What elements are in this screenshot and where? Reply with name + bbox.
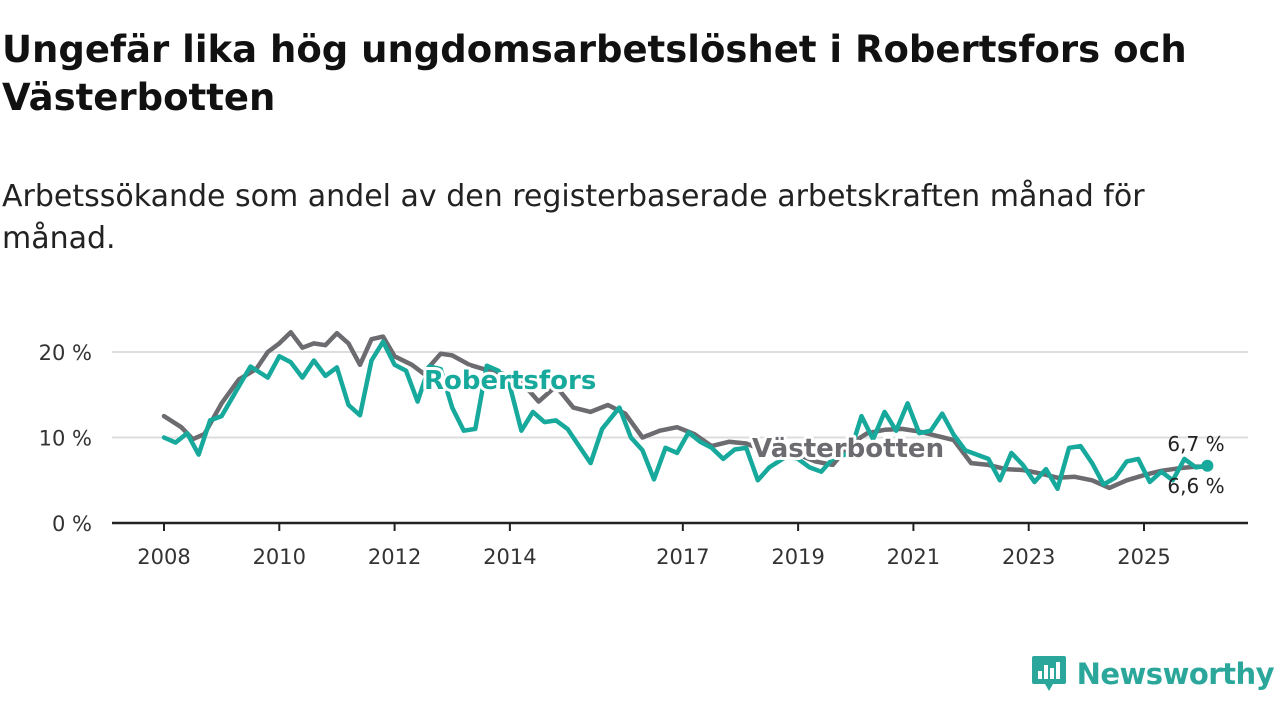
brand-logo: Newsworthy <box>1031 654 1275 694</box>
brand-name: Newsworthy <box>1076 657 1275 691</box>
end-value-label-vasterbotten: 6,6 % <box>1167 474 1224 498</box>
x-tick-label: 2021 <box>887 545 940 569</box>
y-tick-label: 0 % <box>52 512 92 536</box>
chart-title: Ungefär lika hög ungdomsarbetslöshet i R… <box>2 28 1187 119</box>
y-tick-label: 20 % <box>39 341 92 365</box>
x-tick-label: 2008 <box>137 545 190 569</box>
series-line-robertsfors <box>161 339 1210 492</box>
x-tick-label: 2019 <box>771 545 824 569</box>
series-line-vasterbotten <box>161 330 1210 491</box>
end-value-label-robertsfors: 6,7 % <box>1167 432 1224 456</box>
chart-subtitle: Arbetssökande som andel av den registerb… <box>2 179 1145 256</box>
x-tick-label: 2025 <box>1117 545 1170 569</box>
x-tick-label: 2010 <box>253 545 306 569</box>
y-tick-label: 10 % <box>39 427 92 451</box>
series-end-dot-robertsfors <box>1201 459 1214 472</box>
series-label-vasterbotten: Västerbotten <box>752 434 944 464</box>
x-tick-label: 2012 <box>368 545 421 569</box>
x-tick-label: 2014 <box>483 545 536 569</box>
newsworthy-logo-icon <box>1031 656 1066 691</box>
x-tick-label: 2017 <box>656 545 709 569</box>
series-label-robertsfors: Robertsfors <box>424 366 596 396</box>
x-tick-label: 2023 <box>1002 545 1055 569</box>
